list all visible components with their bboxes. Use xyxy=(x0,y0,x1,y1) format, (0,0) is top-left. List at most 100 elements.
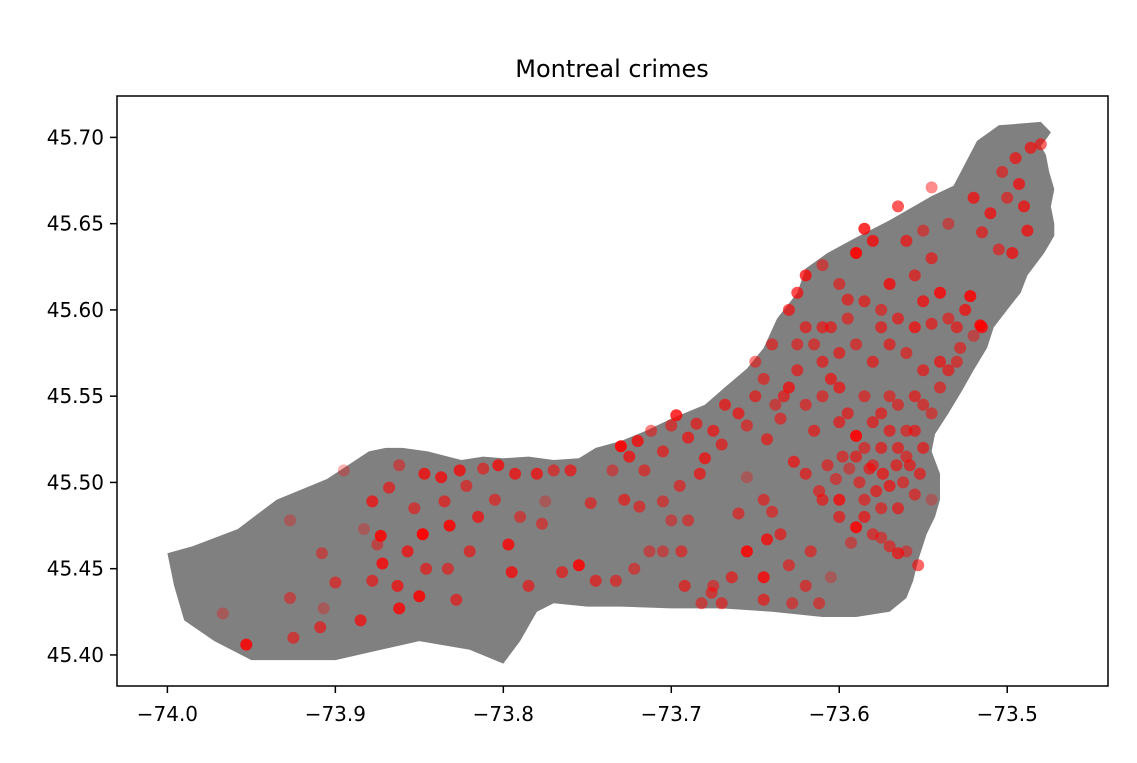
crime-point-109 xyxy=(707,424,720,437)
crime-point-185 xyxy=(964,290,977,303)
crime-point-134 xyxy=(908,424,921,437)
crime-point-135 xyxy=(917,398,930,411)
crime-point-118 xyxy=(774,412,787,425)
crime-point-143 xyxy=(787,455,800,468)
crime-point-80 xyxy=(757,593,770,606)
crime-point-169 xyxy=(824,321,837,334)
crime-point-190 xyxy=(996,165,1009,178)
crime-point-0 xyxy=(216,607,229,620)
crime-point-222 xyxy=(942,312,955,325)
crime-point-99 xyxy=(614,440,627,453)
crime-point-131 xyxy=(883,390,896,403)
crime-point-65 xyxy=(682,514,695,527)
crime-point-177 xyxy=(892,200,904,213)
crime-point-59 xyxy=(643,545,656,558)
crime-point-119 xyxy=(782,381,795,394)
crime-point-89 xyxy=(845,536,857,549)
x-tick-label: −73.8 xyxy=(473,702,534,726)
crime-point-71 xyxy=(715,597,728,610)
crime-point-63 xyxy=(665,514,678,527)
crime-point-176 xyxy=(883,278,896,290)
plot-area xyxy=(167,121,1055,664)
y-tick-label: 45.60 xyxy=(47,298,104,322)
crime-point-148 xyxy=(836,450,849,463)
crime-point-55 xyxy=(618,493,631,506)
crime-point-138 xyxy=(942,364,955,377)
crime-point-152 xyxy=(870,485,883,498)
crime-point-156 xyxy=(897,476,910,489)
crime-point-129 xyxy=(866,416,879,429)
crime-point-204 xyxy=(749,355,762,368)
crime-point-223 xyxy=(791,338,804,351)
crime-point-225 xyxy=(833,416,846,429)
crime-point-62 xyxy=(673,479,686,492)
crime-point-221 xyxy=(925,317,938,330)
y-tick-label: 45.50 xyxy=(47,470,104,494)
crime-point-105 xyxy=(670,409,683,422)
crime-point-201 xyxy=(942,217,955,230)
crime-point-193 xyxy=(1009,152,1022,165)
crime-point-61 xyxy=(656,545,669,558)
crime-point-74 xyxy=(740,545,753,558)
crime-point-170 xyxy=(833,278,846,290)
crime-point-5 xyxy=(315,547,328,560)
crime-point-26 xyxy=(413,590,426,603)
crime-point-30 xyxy=(441,562,454,575)
crime-point-142 xyxy=(777,390,790,403)
y-tick-label: 45.40 xyxy=(47,643,104,667)
crime-point-50 xyxy=(584,497,597,510)
crime-point-86 xyxy=(813,597,826,610)
crime-point-25 xyxy=(420,562,433,575)
crime-point-111 xyxy=(719,398,731,411)
island-shape xyxy=(167,121,1055,664)
crime-point-45 xyxy=(536,517,548,530)
crime-point-3 xyxy=(284,592,296,604)
crime-point-57 xyxy=(633,500,646,513)
crime-point-198 xyxy=(1034,138,1047,151)
crime-point-130 xyxy=(875,441,888,454)
crime-point-116 xyxy=(761,433,773,446)
crime-point-160 xyxy=(892,502,904,515)
crime-point-95 xyxy=(892,547,904,560)
crime-point-140 xyxy=(967,329,980,342)
x-tick-label: −73.7 xyxy=(641,702,702,726)
crime-point-132 xyxy=(892,441,904,454)
crime-point-173 xyxy=(858,222,871,235)
crime-point-199 xyxy=(925,181,938,194)
crime-point-178 xyxy=(900,234,913,247)
crime-point-107 xyxy=(690,417,703,430)
crime-point-78 xyxy=(761,533,773,546)
crime-point-77 xyxy=(766,505,779,518)
crime-point-13 xyxy=(383,481,396,494)
crime-point-226 xyxy=(858,441,871,454)
crime-point-234 xyxy=(850,450,863,463)
crime-point-147 xyxy=(829,473,842,485)
crime-point-96 xyxy=(900,545,913,558)
crime-point-82 xyxy=(782,559,795,572)
crime-point-120 xyxy=(791,364,804,377)
crime-point-2 xyxy=(284,514,296,527)
crime-point-153 xyxy=(876,467,889,480)
crime-point-231 xyxy=(917,441,930,454)
crime-point-183 xyxy=(950,321,963,334)
crime-point-52 xyxy=(589,574,602,587)
crime-point-168 xyxy=(816,259,829,272)
crime-point-158 xyxy=(908,488,921,501)
crime-point-35 xyxy=(463,545,476,558)
chart-title: Montreal crimes xyxy=(515,55,709,83)
crime-point-15 xyxy=(376,557,389,570)
crime-point-104 xyxy=(665,419,678,432)
crime-point-187 xyxy=(976,226,988,239)
crime-point-157 xyxy=(903,459,916,472)
crime-point-165 xyxy=(782,303,795,316)
crime-point-121 xyxy=(799,398,812,411)
crime-point-7 xyxy=(317,602,330,615)
crime-point-229 xyxy=(908,390,921,403)
crime-point-197 xyxy=(1024,141,1037,154)
x-tick-label: −74.0 xyxy=(137,702,198,726)
crime-point-41 xyxy=(509,467,522,480)
crime-point-123 xyxy=(816,390,829,403)
crime-point-137 xyxy=(934,381,946,394)
x-tick-label: −73.5 xyxy=(977,702,1038,726)
